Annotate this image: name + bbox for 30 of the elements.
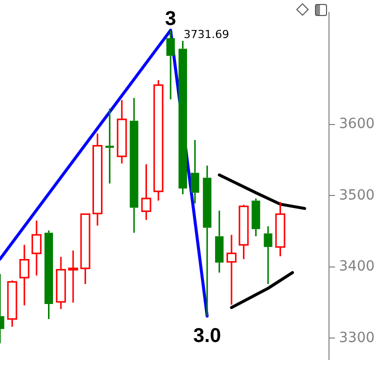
candlestick — [19, 244, 30, 306]
annotation: 3.0 — [193, 325, 222, 348]
candlestick — [252, 198, 260, 238]
candlestick — [226, 234, 237, 306]
candlestick — [68, 250, 78, 304]
candlestick — [264, 226, 272, 285]
candlestick — [80, 213, 90, 285]
candlestick — [238, 204, 249, 260]
candlestick — [178, 40, 188, 195]
candlestick — [215, 210, 224, 274]
candlestick — [202, 164, 212, 317]
candlestick — [105, 108, 114, 184]
candlestick — [130, 97, 138, 234]
candlestick — [116, 99, 127, 164]
candlestick — [32, 220, 42, 276]
annotation: 3731.69 — [184, 28, 230, 42]
candlestick — [7, 280, 18, 328]
candlestick — [166, 30, 175, 100]
candlestick — [56, 256, 66, 310]
candlestick — [153, 79, 164, 202]
y-tick-label: 3300 — [339, 330, 375, 346]
candlestick — [190, 139, 200, 204]
candlestick — [44, 230, 53, 320]
y-tick-label: 3600 — [339, 116, 375, 132]
candlestick — [275, 201, 286, 257]
y-tick-label: 3500 — [339, 187, 375, 204]
annotation: 3 — [165, 8, 176, 30]
y-tick-label: 3400 — [339, 258, 375, 275]
candlestick — [141, 164, 152, 221]
candlestick — [92, 132, 102, 226]
